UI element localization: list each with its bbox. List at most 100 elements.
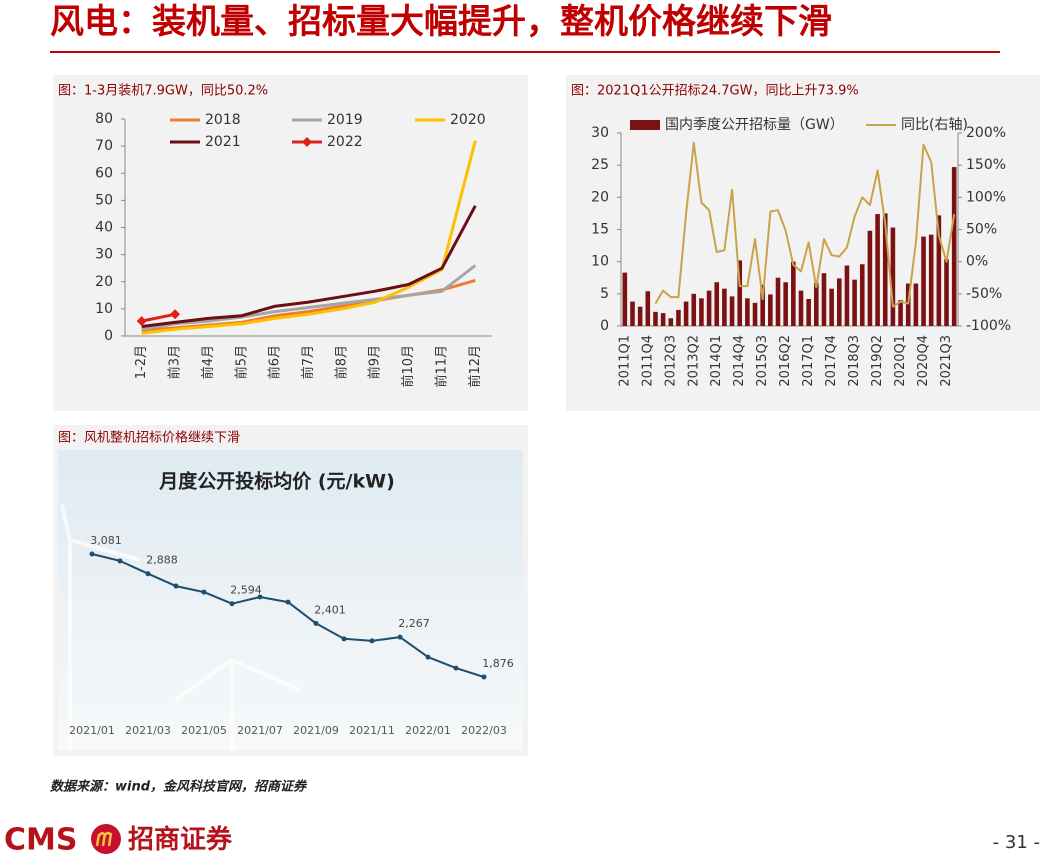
y-tick-label: 30 — [95, 247, 113, 263]
bar — [829, 288, 834, 326]
x-tick-label: 2017Q1 — [801, 335, 816, 387]
x-tick-label: 1-2月 — [134, 345, 149, 379]
chart-title: 图：风机整机招标价格继续下滑 — [58, 430, 240, 446]
x-tick-label: 2021/05 — [181, 724, 227, 737]
x-tick-label: 2014Q4 — [732, 335, 747, 387]
data-label: 3,081 — [90, 534, 122, 547]
source-note: 数据来源：wind，金风科技官网，招商证券 — [50, 779, 308, 795]
x-tick-label: 前10月 — [400, 345, 416, 388]
bar — [706, 290, 712, 326]
marker — [257, 594, 263, 600]
marker — [145, 571, 151, 577]
data-label: 2,888 — [146, 554, 178, 567]
line-series — [141, 205, 477, 328]
bar — [944, 259, 949, 326]
bar — [653, 311, 658, 326]
y2-tick-label: 0% — [966, 254, 988, 270]
bar — [928, 234, 934, 326]
x-tick-label: 2020Q1 — [893, 335, 908, 387]
y-tick-label: 70 — [95, 138, 113, 154]
bar — [722, 288, 727, 326]
legend-label: 2021 — [205, 134, 241, 150]
x-tick-label: 前11月 — [433, 345, 449, 388]
y-tick-label: 10 — [591, 254, 609, 270]
logo-icon — [91, 824, 121, 854]
bar — [775, 277, 781, 326]
y-tick-label: 30 — [591, 125, 609, 141]
x-tick-label: 前8月 — [333, 345, 349, 379]
y2-tick-label: -100% — [966, 318, 1011, 334]
bar — [637, 306, 643, 326]
data-label: 1,876 — [482, 657, 514, 670]
bar — [913, 283, 919, 326]
x-tick-label: 2011Q4 — [640, 335, 655, 387]
y-tick-label: 20 — [95, 274, 113, 290]
turbine-decoration — [60, 504, 301, 750]
marker — [173, 583, 179, 589]
x-tick-label: 2021/03 — [125, 724, 171, 737]
x-tick-label: 前9月 — [367, 345, 383, 379]
y-tick-label: 0 — [600, 318, 609, 334]
bar — [791, 261, 796, 326]
marker — [136, 316, 147, 327]
data-label: 2,594 — [230, 584, 262, 597]
bar — [882, 213, 888, 326]
x-tick-label: 2014Q1 — [709, 335, 724, 387]
x-tick-label: 2015Q3 — [755, 335, 770, 387]
x-tick-label: 2013Q2 — [686, 335, 701, 387]
x-tick-label: 2020Q4 — [916, 335, 931, 387]
y-tick-label: 0 — [104, 328, 113, 344]
x-tick-label: 2021/11 — [349, 724, 395, 737]
bar — [905, 283, 911, 326]
bar — [921, 236, 926, 326]
bar — [768, 294, 773, 326]
x-tick-label: 前12月 — [467, 345, 483, 388]
data-label: 2,267 — [398, 617, 430, 630]
y2-tick-label: -50% — [966, 286, 1002, 302]
marker — [229, 601, 235, 607]
bar — [622, 272, 628, 326]
bar — [844, 265, 850, 326]
bar — [683, 301, 689, 326]
bar — [699, 298, 704, 326]
y-tick-label: 15 — [591, 222, 609, 238]
data-label: 2,401 — [314, 603, 346, 616]
bar — [867, 230, 873, 326]
marker — [425, 654, 431, 660]
legend-label: 2020 — [450, 112, 486, 128]
chart-subtitle: 月度公开投标均价 (元/kW) — [158, 470, 395, 493]
y-tick-label: 20 — [591, 189, 609, 205]
page-number: - 31 - — [993, 832, 1040, 853]
bar — [714, 282, 720, 326]
x-tick-label: 前7月 — [300, 345, 316, 379]
x-tick-label: 2016Q2 — [778, 335, 793, 387]
bar — [660, 313, 666, 326]
y2-tick-label: 150% — [966, 157, 1006, 173]
legend-label: 2019 — [327, 112, 363, 128]
logo-icon-glyph — [95, 831, 113, 847]
chart-title: 图：1-3月装机7.9GW，同比50.2% — [58, 84, 268, 99]
line-series — [141, 264, 477, 331]
legend-swatch — [630, 120, 660, 130]
marker — [481, 674, 487, 680]
x-tick-label: 前5月 — [233, 345, 249, 379]
bar — [676, 309, 681, 326]
bar — [630, 301, 635, 326]
line-series — [141, 140, 477, 335]
x-tick-label: 2018Q3 — [847, 335, 862, 387]
bar — [645, 291, 651, 326]
legend-label: 2022 — [327, 134, 363, 150]
x-tick-label: 前3月 — [167, 345, 183, 379]
marker — [117, 558, 123, 564]
brand-mark: CMS — [4, 823, 77, 858]
bar — [745, 298, 750, 326]
marker — [397, 634, 403, 640]
bar — [890, 227, 896, 326]
bar — [852, 279, 857, 326]
y-tick-label: 5 — [600, 286, 609, 302]
chart-title: 图：2021Q1公开招标24.7GW，同比上升73.9% — [571, 84, 859, 99]
bar — [668, 318, 674, 326]
line-series — [141, 312, 176, 323]
bar — [806, 298, 811, 326]
